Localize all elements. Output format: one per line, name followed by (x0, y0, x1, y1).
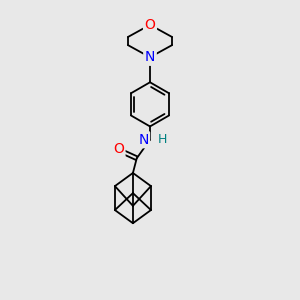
Text: N: N (145, 50, 155, 64)
Text: O: O (113, 142, 124, 156)
Text: H: H (158, 133, 168, 146)
Text: N: N (138, 133, 148, 147)
Text: O: O (145, 18, 155, 32)
